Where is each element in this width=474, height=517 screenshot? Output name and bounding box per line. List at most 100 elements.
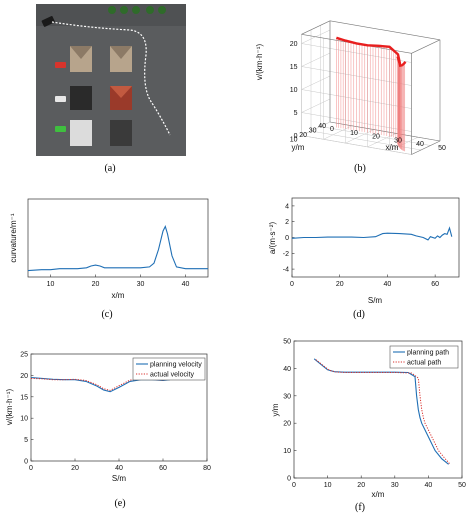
f-xtick-label: 50 <box>458 482 466 489</box>
panel-f: 0 10 20 30 40 50 0 10 20 30 40 50 planning path act… <box>271 339 466 500</box>
f-xlabel: x/m <box>372 490 385 499</box>
red-car-icon <box>55 62 66 68</box>
e-legend-actual: actual velocity <box>150 372 194 379</box>
e-xtick-label: 40 <box>115 465 123 472</box>
b-xtick-label: 30 <box>394 137 402 144</box>
f-legend: planning path actual path <box>389 345 459 369</box>
d-ticks: 0 20 40 60 -4 -2 0 2 4 <box>283 203 439 288</box>
b-grid-line <box>323 125 353 140</box>
e-xtick-label: 0 <box>29 465 33 472</box>
b-grid-line <box>301 121 331 136</box>
panel-c: 10 20 30 40 x/m curvature/m⁻¹ <box>9 198 209 300</box>
b-grid-line <box>301 135 412 155</box>
b-ztick-label: 0 <box>294 133 298 140</box>
b-ztick-label: 5 <box>294 110 298 117</box>
scene-path <box>51 21 171 136</box>
b-grid-line <box>310 130 422 151</box>
b-ztick-label: 10 <box>290 87 298 94</box>
b-grid-line <box>329 20 441 41</box>
f-ytick-label: 0 <box>287 476 291 483</box>
e-ytick-label: 0 <box>24 459 28 466</box>
b-ytick-label: 40 <box>318 123 326 130</box>
e-ylabel: v/(km·h⁻¹) <box>5 389 14 426</box>
f-ytick-label: 40 <box>283 366 291 373</box>
f-legend-actual: actual path <box>407 360 441 367</box>
caption-a: (a) <box>104 163 115 174</box>
white-car-icon <box>55 96 66 102</box>
d-ytick-label: 4 <box>285 203 289 210</box>
d-ytick-label: -4 <box>283 267 289 274</box>
b-grid-line <box>301 52 331 67</box>
b-velocity-curve <box>336 36 407 68</box>
e-ytick-label: 5 <box>24 437 28 444</box>
f-ytick-label: 30 <box>283 393 291 400</box>
caption-f: (f) <box>355 502 365 513</box>
c-xtick-label: 30 <box>137 281 145 288</box>
f-xtick-label: 0 <box>292 482 296 489</box>
d-xtick-label: 60 <box>431 281 439 288</box>
c-curvature-line <box>27 225 208 272</box>
panel-a <box>36 4 186 156</box>
e-ytick-label: 15 <box>20 394 28 401</box>
ego-car-icon <box>41 16 55 27</box>
c-xlabel: x/m <box>112 291 125 300</box>
parking-blocks <box>70 46 132 146</box>
b-xtick-label: 0 <box>330 126 334 133</box>
b-xtick-label: 50 <box>438 145 446 152</box>
f-xtick-label: 30 <box>391 482 399 489</box>
b-velocity-line <box>336 36 407 68</box>
caption-e: (e) <box>114 498 125 509</box>
panel-e: 0 20 40 60 80 0 5 10 15 20 25 planning velocity ac… <box>5 352 211 484</box>
b-ytick-label: 30 <box>309 128 317 135</box>
e-xlabel: S/m <box>112 474 127 483</box>
b-grid-line <box>320 126 431 146</box>
e-ytick-label: 20 <box>20 373 28 380</box>
f-ticks: 0 10 20 30 40 50 0 10 20 30 40 50 <box>283 339 466 490</box>
b-ytick-label: 10 <box>290 137 298 144</box>
f-ylabel: y/m <box>271 403 280 416</box>
d-accel-line <box>291 226 453 241</box>
d-xtick-label: 40 <box>384 281 392 288</box>
e-ytick-label: 10 <box>20 416 28 423</box>
d-ytick-label: 0 <box>285 235 289 242</box>
green-car-icon <box>55 126 66 132</box>
b-ylabel: y/m <box>292 143 305 152</box>
e-xtick-label: 80 <box>203 465 211 472</box>
b-xlabel: x/m <box>386 143 399 152</box>
e-xtick-label: 60 <box>159 465 167 472</box>
f-legend-box <box>389 345 459 369</box>
f-ytick-label: 20 <box>283 421 291 428</box>
caption-c: (c) <box>101 309 112 320</box>
b-grid-line <box>367 133 397 148</box>
c-xtick-label: 20 <box>92 281 100 288</box>
c-xtick-label: 40 <box>182 281 190 288</box>
e-xtick-label: 20 <box>71 465 79 472</box>
e-legend: planning velocity actual velocity <box>132 357 206 381</box>
panel-d: 0 20 40 60 -4 -2 0 2 4 S/m a/(m·s⁻²) <box>268 197 460 305</box>
e-ytick-label: 25 <box>20 352 28 359</box>
e-actual-velocity-line <box>30 374 177 391</box>
f-xtick-label: 10 <box>324 482 332 489</box>
f-xtick-label: 40 <box>425 482 433 489</box>
e-legend-planning: planning velocity <box>150 362 202 369</box>
b-ztick-label: 15 <box>290 64 298 71</box>
c-ylabel: curvature/m⁻¹ <box>9 213 18 262</box>
b-zlabel: v/(km·h⁻¹) <box>255 44 264 81</box>
f-ytick-label: 50 <box>283 339 291 346</box>
c-xtick-label: 10 <box>47 281 55 288</box>
c-ticks: 10 20 30 40 <box>47 274 190 288</box>
f-xtick-label: 20 <box>357 482 365 489</box>
b-grid-line <box>301 98 331 113</box>
f-legend-planning: planning path <box>407 350 449 357</box>
e-ticks: 0 20 40 60 80 0 5 10 15 20 25 <box>20 352 211 473</box>
d-xtick-label: 20 <box>336 281 344 288</box>
caption-d: (d) <box>353 309 365 320</box>
b-xtick-label: 20 <box>372 134 380 141</box>
b-grid-line <box>411 140 441 155</box>
b-grid-line <box>411 39 441 54</box>
d-ytick-label: 2 <box>285 219 289 226</box>
caption-b: (b) <box>354 163 366 174</box>
